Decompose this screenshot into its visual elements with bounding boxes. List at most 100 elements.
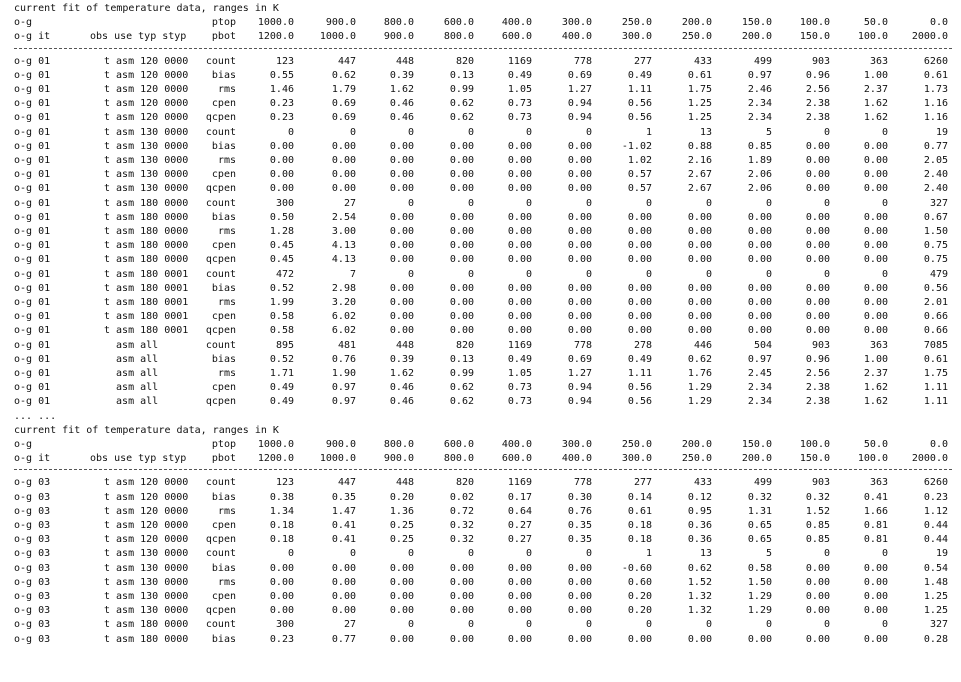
- table-cell: 0.00: [269, 605, 294, 617]
- header-prefix: o-g: [14, 17, 33, 29]
- table-cell: 0.18: [269, 520, 294, 531]
- header-ptop-value: 250.0: [621, 17, 652, 29]
- table-cell: 0.97: [331, 396, 356, 408]
- table-cell: 0.00: [687, 282, 712, 294]
- table-row: o-g 03 t asm 180 0000 count 300 27 0 0 0 0 0 0 0 0 0 3…: [0, 618, 961, 632]
- header-prefix: o-g it: [14, 453, 51, 465]
- table-cell: 2.37: [863, 368, 888, 379]
- table-cell: 0.67: [923, 211, 948, 223]
- table-cell: 0.00: [507, 254, 532, 266]
- table-cell: 0: [467, 619, 474, 631]
- table-cell: 0.49: [627, 69, 652, 81]
- row-descriptor: asm all: [104, 368, 159, 379]
- table-cell: 0.39: [389, 69, 414, 81]
- table-cell: 1.66: [863, 505, 888, 517]
- table-cell: 0.96: [805, 69, 830, 81]
- table-cell: 0.00: [389, 562, 414, 574]
- table-cell: 327: [929, 619, 948, 631]
- row-descriptor: asm all: [104, 396, 159, 408]
- row-iteration: o-g 03: [14, 534, 51, 546]
- table-cell: 0.20: [627, 591, 652, 602]
- table-cell: 0.97: [747, 353, 772, 365]
- table-cell: 0.00: [449, 226, 474, 237]
- table-cell: 0.35: [567, 534, 592, 546]
- header-pbot-value: 400.0: [561, 453, 592, 465]
- header-pbot-value: 1000.0: [319, 453, 356, 465]
- table-cell: 0.75: [923, 240, 948, 252]
- row-statistic: rms: [217, 505, 236, 517]
- row-statistic: rms: [217, 155, 236, 166]
- table-cell: 0.00: [449, 240, 474, 252]
- table-cell: 0.00: [863, 155, 888, 166]
- table-cell: 1.05: [507, 84, 532, 95]
- table-cell: 903: [811, 477, 830, 489]
- row-iteration: o-g 03: [14, 605, 51, 617]
- table-cell: 499: [753, 55, 772, 67]
- row-iteration: o-g 03: [14, 619, 51, 631]
- row-statistic: count: [205, 126, 236, 138]
- table-row: o-g 01 t asm 180 0000 cpen 0.45 4.13 0.00 0.00…: [0, 239, 961, 253]
- row-statistic: qcpen: [205, 534, 236, 546]
- table-cell: 0.17: [507, 491, 532, 503]
- table-cell: 1.46: [269, 84, 294, 95]
- table-cell: 0.00: [269, 576, 294, 588]
- table-cell: 0: [881, 126, 888, 138]
- table-cell: 0.00: [449, 591, 474, 602]
- table-cell: 0.00: [627, 311, 652, 323]
- table-cell: 0.62: [687, 353, 712, 365]
- table-cell: -0.60: [621, 562, 652, 574]
- table-cell: 1.27: [567, 84, 592, 95]
- row-descriptor: t asm 180 0001: [104, 268, 189, 280]
- table-cell: 0.00: [389, 325, 414, 337]
- table-row: o-g 01 t asm 120 0000 bias 0.55 0.62 0.39 0.13…: [0, 69, 961, 83]
- table-cell: 0.00: [507, 169, 532, 181]
- table-cell: 0.00: [331, 140, 356, 152]
- table-cell: 1.62: [863, 98, 888, 110]
- table-cell: 1.76: [687, 368, 712, 379]
- row-statistic: qcpen: [205, 605, 236, 617]
- table-cell: 0.00: [805, 140, 830, 152]
- table-cell: 363: [869, 339, 888, 351]
- table-cell: 0: [585, 548, 592, 560]
- table-cell: 0.00: [863, 591, 888, 602]
- table-cell: 0.00: [269, 169, 294, 181]
- table-cell: 1.90: [331, 368, 356, 379]
- header-pbot-value: 2000.0: [911, 31, 948, 43]
- row-iteration: o-g 01: [14, 69, 51, 81]
- row-iteration: o-g 01: [14, 211, 51, 223]
- table-cell: 6260: [923, 477, 948, 489]
- table-cell: 2.45: [747, 368, 772, 379]
- table-cell: 2.34: [747, 396, 772, 408]
- table-cell: 0.61: [923, 353, 948, 365]
- table-cell: 0: [407, 619, 414, 631]
- table-row: o-g 03 t asm 120 0000 rms 1.34 1.47 1.36 0.72 0…: [0, 505, 961, 519]
- table-cell: 0.52: [269, 282, 294, 294]
- table-cell: 0.00: [747, 325, 772, 337]
- table-cell: 1.48: [923, 576, 948, 588]
- header-pbot-value: 250.0: [681, 453, 712, 465]
- table-cell: 0.27: [507, 520, 532, 531]
- table-cell: 2.56: [805, 368, 830, 379]
- table-cell: 0.97: [747, 69, 772, 81]
- table-cell: 0.00: [507, 211, 532, 223]
- table-cell: 0.69: [331, 112, 356, 124]
- table-cell: 0.76: [567, 505, 592, 517]
- table-cell: 1.29: [687, 396, 712, 408]
- row-statistic: cpen: [211, 382, 236, 394]
- table-cell: 0.00: [507, 240, 532, 252]
- table-cell: 0.00: [863, 226, 888, 237]
- row-descriptor: t asm 120 0000: [104, 477, 189, 489]
- table-cell: 0.62: [449, 382, 474, 394]
- table-cell: 327: [929, 197, 948, 209]
- row-descriptor: t asm 180 0001: [104, 325, 189, 337]
- row-descriptor: t asm 120 0000: [104, 55, 189, 67]
- table-cell: 0.00: [567, 155, 592, 166]
- table-cell: 1.89: [747, 155, 772, 166]
- table-cell: 0.20: [627, 605, 652, 617]
- row-iteration: o-g 01: [14, 240, 51, 252]
- header-ptop-value: 0.0: [929, 17, 948, 29]
- table-cell: 0.00: [389, 311, 414, 323]
- table-cell: 0.75: [923, 254, 948, 266]
- header-pbot-value: 800.0: [443, 31, 474, 43]
- table-cell: 0.73: [507, 382, 532, 394]
